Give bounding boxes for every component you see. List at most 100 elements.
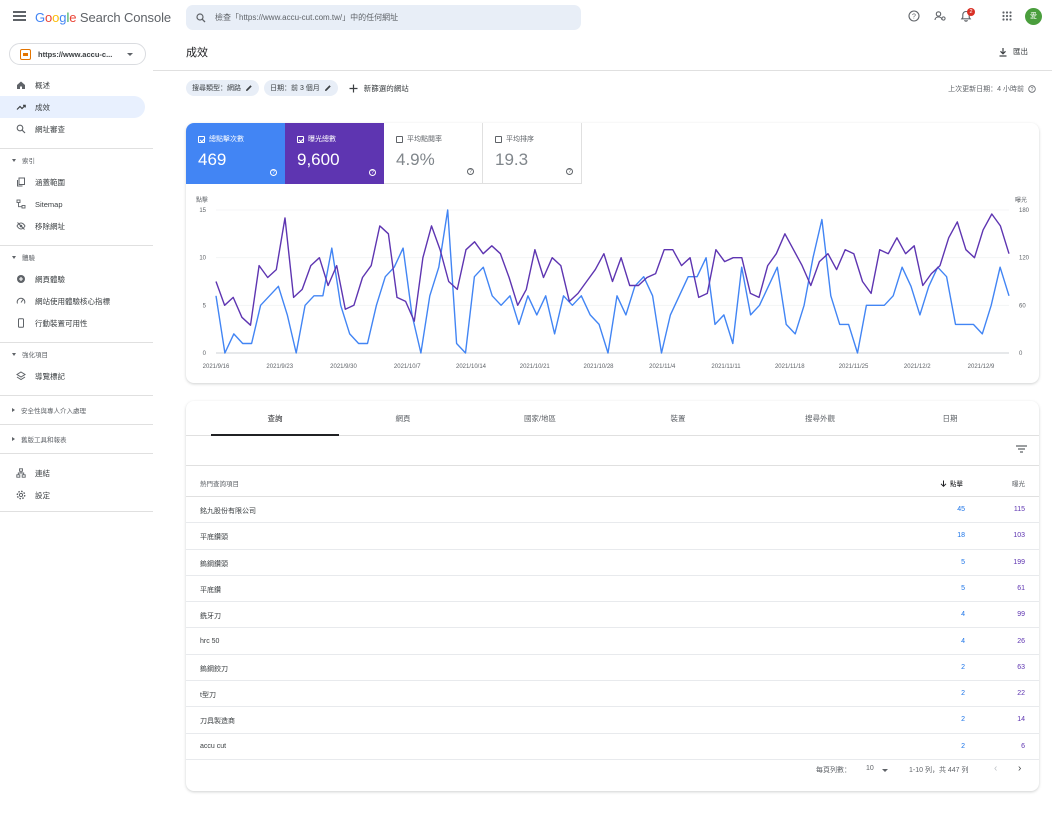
sidebar-item-sitemap[interactable]: Sitemap <box>0 193 153 215</box>
section-experience[interactable]: 體驗 <box>0 246 153 268</box>
column-header-impressions[interactable]: 曝光 <box>1012 481 1025 488</box>
tab-queries[interactable]: 查詢 <box>267 414 283 423</box>
table-row[interactable]: 銑牙刀 4 99 <box>186 602 1039 629</box>
impressions-cell: 115 <box>1013 506 1025 513</box>
divider <box>153 70 1052 71</box>
download-icon <box>999 47 1007 57</box>
sidebar-item-mobile-usability[interactable]: 行動裝置可用性 <box>0 312 153 334</box>
metric-value: 9,600 <box>297 150 340 169</box>
impressions-cell: 99 <box>1017 611 1025 619</box>
sidebar-item-label: 設定 <box>35 490 50 500</box>
column-header-clicks[interactable]: 點擊 <box>940 478 963 488</box>
tab-indicator <box>211 434 339 436</box>
sidebar-item-label: 導覽標記 <box>35 371 65 381</box>
menu-icon[interactable] <box>13 11 26 21</box>
filter-list-icon[interactable] <box>1016 445 1027 453</box>
table-row[interactable]: t型刀 2 22 <box>186 681 1039 708</box>
metric-cards: 總點擊次數 469 ? 曝光總數 9,600 ? 平均點閱率 4.9% ? 平均… <box>186 123 582 184</box>
export-button[interactable]: 匯出 <box>998 46 1028 57</box>
sidebar-item-performance[interactable]: 成效 <box>0 96 145 118</box>
clicks-cell: 2 <box>961 663 965 671</box>
tab-dates[interactable]: 日期 <box>942 414 958 423</box>
tab-countries[interactable]: 國家/地區 <box>523 414 557 423</box>
users-settings-icon[interactable] <box>934 10 946 22</box>
checkbox-icon <box>396 135 403 143</box>
property-selector[interactable]: https://www.accu-c... <box>9 43 146 65</box>
divider <box>0 511 153 512</box>
metric-total-clicks[interactable]: 總點擊次數 469 ? <box>186 123 285 184</box>
speed-icon <box>16 297 26 304</box>
tab-devices[interactable]: 裝置 <box>670 414 686 423</box>
help-icon[interactable]: ? <box>270 169 277 176</box>
sidebar-item-url-inspection[interactable]: 網址審查 <box>0 118 153 140</box>
chevron-down-icon <box>127 53 133 56</box>
sidebar-item-label: 連結 <box>35 468 50 478</box>
table-row[interactable]: 平底鑽頭 18 103 <box>186 523 1039 550</box>
url-inspect-search[interactable] <box>186 5 581 30</box>
add-filter-button[interactable]: 新篩選的網站 <box>349 83 409 94</box>
table-row[interactable]: 刀具製造商 2 14 <box>186 707 1039 734</box>
sidebar-item-overview[interactable]: 概述 <box>0 74 153 96</box>
search-input[interactable] <box>215 13 545 22</box>
clicks-cell: 2 <box>961 716 965 724</box>
help-icon[interactable]: ? <box>369 169 376 176</box>
section-security[interactable]: 安全性與專人介入處理 <box>0 396 153 424</box>
help-icon[interactable]: ? <box>467 168 474 175</box>
chevron-down-icon <box>12 158 16 162</box>
sidebar-item-core-web-vitals[interactable]: 網站使用體驗核心指標 <box>0 290 153 312</box>
clicks-cell: 4 <box>961 637 965 645</box>
sidebar-item-coverage[interactable]: 涵蓋範圍 <box>0 171 153 193</box>
sidebar-item-removals[interactable]: 移除網址 <box>0 215 153 237</box>
filter-chip-search-type[interactable]: 搜尋類型：網路 <box>186 80 259 96</box>
edit-pencil-icon <box>246 85 252 91</box>
help-icon[interactable]: ? <box>566 168 573 175</box>
apps-grid-icon[interactable] <box>1001 10 1013 22</box>
performance-line-chart[interactable]: 點擊 曝光 15 180 10 120 5 60 0 0 2021/9/16 2021/9/23 202… <box>186 193 1039 373</box>
svg-text:?: ? <box>1031 87 1034 93</box>
export-label: 匯出 <box>1013 47 1028 56</box>
rows-per-page-select[interactable]: 10 <box>866 765 874 772</box>
search-icon <box>16 124 26 134</box>
x-tick-label: 2021/12/9 <box>968 364 995 370</box>
help-icon[interactable]: ? <box>908 10 920 22</box>
x-tick-label: 2021/10/14 <box>456 364 487 370</box>
sidebar-item-label: 行動裝置可用性 <box>35 318 88 328</box>
column-header-label: 點擊 <box>950 481 963 488</box>
impressions-cell: 6 <box>1021 742 1025 750</box>
section-index[interactable]: 索引 <box>0 149 153 171</box>
table-row[interactable]: 鎢鋼鉸刀 2 63 <box>186 655 1039 682</box>
table-row[interactable]: hrc 50 4 26 <box>186 629 1039 655</box>
sidebar-item-breadcrumbs[interactable]: 導覽標記 <box>0 365 153 387</box>
sidebar-item-page-experience[interactable]: 網頁體驗 <box>0 268 153 290</box>
chevron-right-icon <box>12 408 15 412</box>
sidebar-item-links[interactable]: 連結 <box>0 462 153 484</box>
metric-avg-position[interactable]: 平均排序 19.3 ? <box>483 123 582 184</box>
filter-chip-date[interactable]: 日期：前 3 個月 <box>264 80 338 96</box>
metric-avg-ctr[interactable]: 平均點閱率 4.9% ? <box>384 123 483 184</box>
performance-chart-card: 總點擊次數 469 ? 曝光總數 9,600 ? 平均點閱率 4.9% ? 平均… <box>186 123 1039 383</box>
metric-label: 曝光總數 <box>308 136 336 143</box>
app-logo[interactable]: Google Search Console <box>35 10 171 25</box>
impressions-cell: 63 <box>1017 663 1025 671</box>
section-enhancements[interactable]: 強化項目 <box>0 343 153 365</box>
help-icon[interactable]: ? <box>1028 85 1036 93</box>
avatar[interactable]: 愛 <box>1025 8 1042 25</box>
tab-pages[interactable]: 網頁 <box>395 414 411 423</box>
table-row[interactable]: 銘九股份有限公司 45 115 <box>186 497 1039 524</box>
table-row[interactable]: 鎢鋼鑽頭 5 199 <box>186 550 1039 576</box>
chevron-left-icon[interactable]: ‹ <box>994 763 998 774</box>
last-updated-text: 上次更新日期：4 小時前 <box>948 86 1024 93</box>
last-updated: 上次更新日期：4 小時前 ? <box>948 84 1036 94</box>
divider <box>0 424 153 425</box>
right-axis-label: 曝光 <box>1015 196 1027 204</box>
add-filter-label: 新篩選的網站 <box>363 83 409 93</box>
table-row[interactable]: 平底鑽 5 61 <box>186 576 1039 603</box>
chevron-right-icon[interactable]: › <box>1018 763 1022 774</box>
section-label: 索引 <box>22 158 35 165</box>
sidebar-item-label: 網址審查 <box>35 124 65 134</box>
sidebar-item-settings[interactable]: 設定 <box>0 484 153 506</box>
tab-search-appearance[interactable]: 搜尋外觀 <box>805 414 835 423</box>
table-row[interactable]: accu cut 2 6 <box>186 734 1039 760</box>
metric-total-impressions[interactable]: 曝光總數 9,600 ? <box>285 123 384 184</box>
section-legacy[interactable]: 舊版工具和報表 <box>0 425 153 453</box>
